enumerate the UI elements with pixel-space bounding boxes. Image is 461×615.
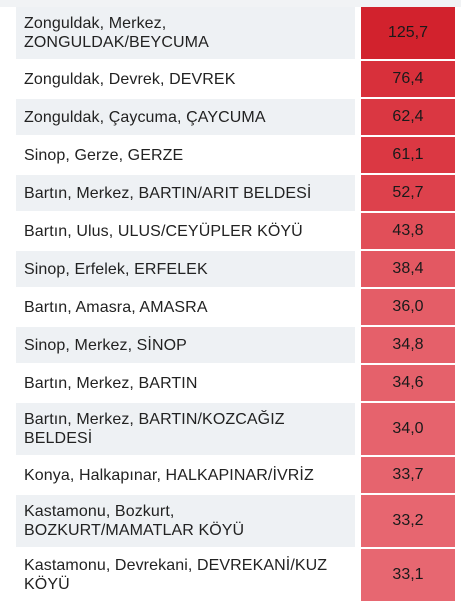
table-row: Sinop, Gerze, GERZE 61,1 <box>0 137 461 175</box>
table-top-edge <box>0 0 461 7</box>
location-label: Sinop, Gerze, GERZE <box>16 137 355 173</box>
row-right-margin <box>455 7 461 59</box>
location-label: Zonguldak, Merkez, ZONGULDAK/BEYCUMA <box>16 7 355 59</box>
row-right-margin <box>455 99 461 135</box>
location-label: Kastamonu, Devrekani, DEVREKANİ/KUZ KÖYÜ <box>16 549 355 601</box>
row-right-margin <box>455 495 461 547</box>
table-row: Kastamonu, Bozkurt, BOZKURT/MAMATLAR KÖY… <box>0 495 461 549</box>
value-cell: 38,4 <box>361 251 455 287</box>
location-label: Kastamonu, Bozkurt, BOZKURT/MAMATLAR KÖY… <box>16 495 355 547</box>
table-row: Sinop, Merkez, SİNOP 34,8 <box>0 327 461 365</box>
location-label: Sinop, Erfelek, ERFELEK <box>16 251 355 287</box>
value-cell: 76,4 <box>361 61 455 97</box>
row-right-margin <box>455 365 461 401</box>
location-label: Bartın, Merkez, BARTIN/KOZCAĞIZ BELDESİ <box>16 403 355 455</box>
location-label: Bartın, Amasra, AMASRA <box>16 289 355 325</box>
row-right-margin <box>455 175 461 211</box>
location-label: Bartın, Merkez, BARTIN/ARIT BELDESİ <box>16 175 355 211</box>
value-cell: 34,0 <box>361 403 455 455</box>
value-cell: 33,2 <box>361 495 455 547</box>
value-cell: 52,7 <box>361 175 455 211</box>
value-cell: 61,1 <box>361 137 455 173</box>
row-right-margin <box>455 457 461 493</box>
table-row: Zonguldak, Çaycuma, ÇAYCUMA 62,4 <box>0 99 461 137</box>
location-label: Konya, Halkapınar, HALKAPINAR/İVRİZ <box>16 457 355 493</box>
row-right-margin <box>455 327 461 363</box>
table-row: Bartın, Amasra, AMASRA 36,0 <box>0 289 461 327</box>
table-row: Konya, Halkapınar, HALKAPINAR/İVRİZ 33,7 <box>0 457 461 495</box>
table-row: Bartın, Merkez, BARTIN/KOZCAĞIZ BELDESİ 3… <box>0 403 461 457</box>
row-right-margin <box>455 137 461 173</box>
value-cell: 36,0 <box>361 289 455 325</box>
table-row: Bartın, Merkez, BARTIN 34,6 <box>0 365 461 403</box>
value-cell: 125,7 <box>361 7 455 59</box>
table-row: Zonguldak, Devrek, DEVREK 76,4 <box>0 61 461 99</box>
location-label: Sinop, Merkez, SİNOP <box>16 327 355 363</box>
row-right-margin <box>455 403 461 455</box>
location-label: Zonguldak, Çaycuma, ÇAYCUMA <box>16 99 355 135</box>
row-right-margin <box>455 251 461 287</box>
value-cell: 33,7 <box>361 457 455 493</box>
value-cell: 43,8 <box>361 213 455 249</box>
table-row: Zonguldak, Merkez, ZONGULDAK/BEYCUMA 125,… <box>0 7 461 61</box>
row-right-margin <box>455 61 461 97</box>
location-label: Zonguldak, Devrek, DEVREK <box>16 61 355 97</box>
table-row: Bartın, Merkez, BARTIN/ARIT BELDESİ 52,7 <box>0 175 461 213</box>
value-cell: 34,8 <box>361 327 455 363</box>
table-row: Kastamonu, Devrekani, DEVREKANİ/KUZ KÖYÜ… <box>0 549 461 603</box>
value-cell: 33,1 <box>361 549 455 601</box>
table-row: Sinop, Erfelek, ERFELEK 38,4 <box>0 251 461 289</box>
value-cell: 62,4 <box>361 99 455 135</box>
row-right-margin <box>455 213 461 249</box>
location-label: Bartın, Ulus, ULUS/CEYÜPLER KÖYÜ <box>16 213 355 249</box>
table-body: Zonguldak, Merkez, ZONGULDAK/BEYCUMA 125,… <box>0 7 461 603</box>
location-label: Bartın, Merkez, BARTIN <box>16 365 355 401</box>
row-right-margin <box>455 549 461 601</box>
table-row: Bartın, Ulus, ULUS/CEYÜPLER KÖYÜ 43,8 <box>0 213 461 251</box>
value-cell: 34,6 <box>361 365 455 401</box>
row-right-margin <box>455 289 461 325</box>
